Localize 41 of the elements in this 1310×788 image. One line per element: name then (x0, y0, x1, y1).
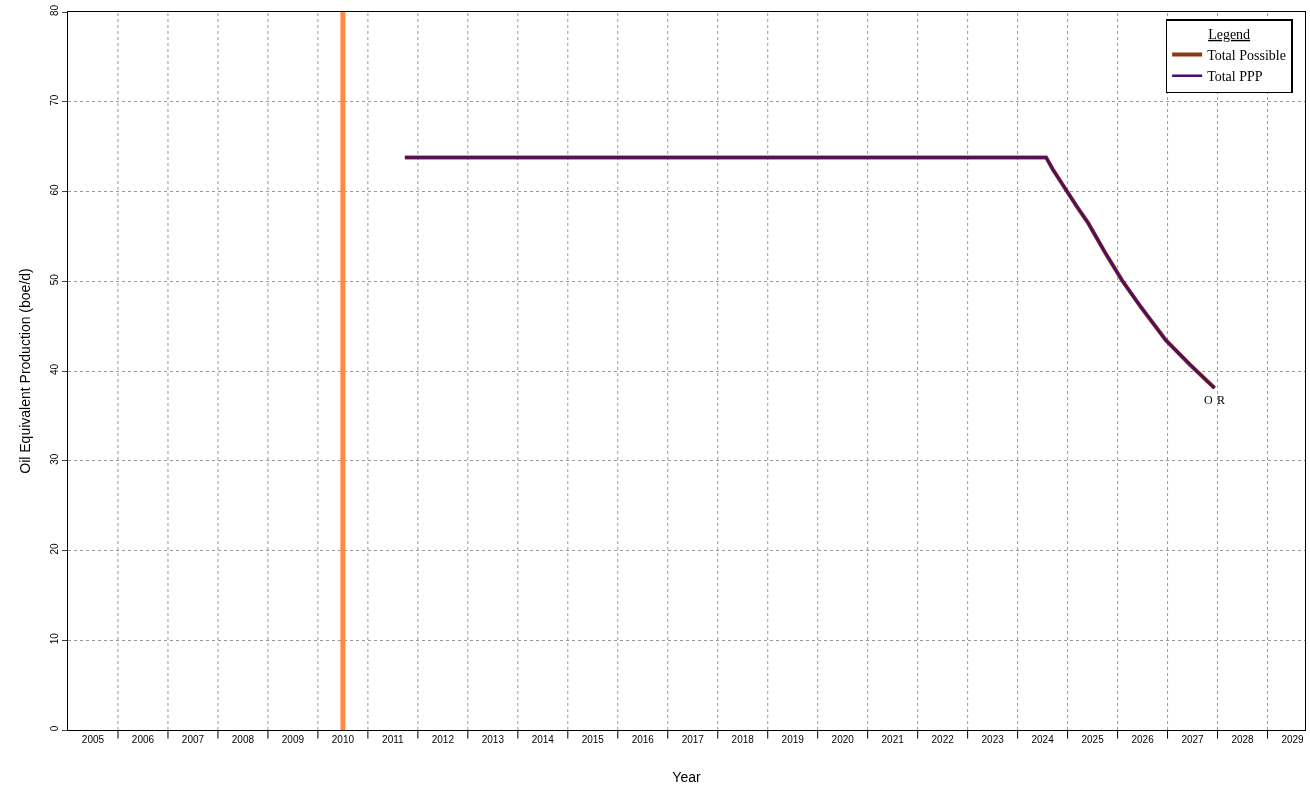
y-tick-label: 30 (49, 453, 60, 465)
x-tick-label: 2016 (631, 734, 655, 745)
x-tick-label: 2012 (431, 734, 455, 745)
x-tick-label: 2027 (1181, 734, 1205, 745)
y-tick-label: 60 (49, 184, 60, 196)
x-tick-label: 2026 (1131, 734, 1155, 745)
annotation: O (1204, 393, 1213, 407)
annotation: R (1217, 393, 1226, 407)
y-tick-label: 50 (49, 273, 60, 286)
legend-label: Total PPP (1207, 69, 1263, 85)
x-tick-label: 2017 (681, 734, 705, 745)
x-axis-title: Year (672, 769, 701, 785)
x-tick-label: 2011 (382, 734, 405, 745)
x-tick-label: 2007 (181, 734, 205, 745)
x-tick-label: 2023 (981, 734, 1005, 745)
x-tick-label: 2021 (881, 734, 905, 745)
y-tick-label: 20 (49, 543, 60, 555)
y-tick-label: 70 (49, 94, 60, 106)
x-tick-label: 2019 (781, 734, 805, 745)
y-tick-label: 10 (49, 632, 60, 645)
y-tick-label: 0 (49, 725, 60, 732)
legend-label: Total Possible (1207, 47, 1286, 63)
x-tick-label: 2025 (1081, 734, 1105, 745)
legend-title: Legend (1208, 26, 1251, 42)
y-tick-label: 40 (49, 363, 60, 376)
y-tick-label: 80 (49, 4, 60, 17)
x-tick-label: 2006 (131, 734, 155, 745)
y-axis-title: Oil Equivalent Production (boe/d) (17, 268, 33, 474)
x-tick-label: 2009 (281, 734, 305, 745)
x-tick-label: 2008 (231, 734, 255, 745)
x-tick-label: 2018 (731, 734, 755, 745)
x-tick-label: 2005 (81, 734, 105, 745)
x-tick-label: 2014 (531, 734, 555, 745)
x-tick-label: 2013 (481, 734, 505, 745)
x-tick-label: 2015 (581, 734, 605, 745)
x-tick-label: 2029 (1281, 734, 1305, 745)
x-tick-label: 2010 (331, 734, 355, 745)
x-tick-label: 2020 (831, 734, 855, 745)
x-tick-label: 2024 (1031, 734, 1055, 745)
x-tick-label: 2028 (1231, 734, 1255, 745)
x-tick-label: 2022 (931, 734, 955, 745)
